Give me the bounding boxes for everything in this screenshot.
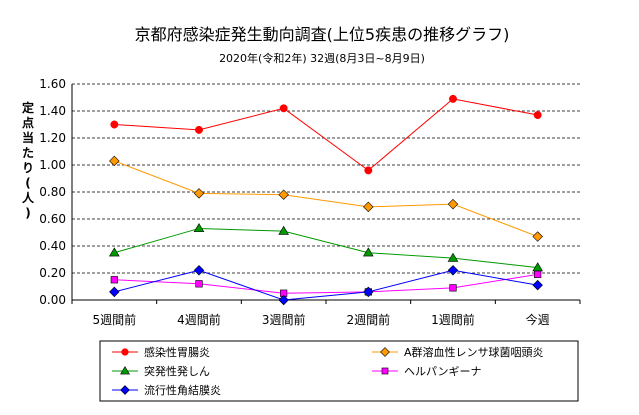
y-tick-label: 0.20 — [39, 266, 66, 280]
grid-lines — [72, 83, 580, 274]
x-tick-label: 2週間前 — [347, 312, 391, 327]
series-line — [114, 227, 538, 269]
y-axis-label-char: 当 — [22, 130, 34, 145]
data-point — [532, 231, 543, 242]
legend-item: ヘルパンギーナ — [372, 365, 482, 378]
series-line — [114, 273, 538, 294]
data-point — [533, 111, 542, 120]
data-point — [193, 223, 205, 233]
series-line — [114, 98, 538, 172]
data-point — [532, 279, 543, 291]
x-tick-label: 3週間前 — [262, 312, 306, 327]
legend-label: A群溶血性レンサ球菌咽頭炎 — [404, 345, 544, 359]
y-tick-label: 0.00 — [39, 293, 66, 307]
y-axis-label-char: た — [22, 146, 34, 160]
data-point — [363, 286, 374, 298]
y-axis-label-char: 点 — [22, 115, 34, 130]
x-tick-label: 4週間前 — [177, 312, 221, 327]
data-point — [279, 104, 288, 113]
legend-label: 突発性発しん — [144, 364, 210, 378]
data-point — [364, 166, 373, 175]
data-point — [447, 198, 459, 210]
data-point — [363, 247, 374, 257]
legend-marker — [120, 385, 130, 395]
y-tick-label: 0.40 — [39, 239, 66, 253]
data-point — [109, 247, 120, 257]
data-point — [534, 270, 542, 278]
legend-label: ヘルパンギーナ — [404, 365, 482, 378]
data-point — [110, 276, 118, 284]
y-tick-label: 1.40 — [39, 104, 66, 118]
legend-label: 流行性角結膜炎 — [144, 383, 221, 397]
data-point — [193, 265, 205, 276]
series-group — [109, 94, 543, 306]
y-axis-label-char: ) — [25, 206, 30, 220]
y-axis-label-char: ( — [25, 176, 30, 190]
data-point — [449, 284, 457, 292]
chart-subtitle: 2020年(令和2年) 32週(8月3日~8月9日) — [219, 51, 425, 65]
data-point — [109, 155, 120, 167]
legend-box — [99, 340, 579, 402]
data-point — [447, 252, 459, 262]
x-tick-label: 1週間前 — [431, 312, 475, 327]
legend-marker — [120, 366, 130, 375]
series-0 — [110, 94, 542, 175]
data-point — [447, 265, 459, 276]
data-point — [363, 201, 374, 213]
series-1 — [109, 155, 543, 242]
y-tick-label: 1.20 — [39, 131, 66, 145]
y-tick-label: 1.60 — [39, 77, 66, 91]
y-axis-label-char: 定 — [22, 100, 34, 115]
data-point — [195, 125, 203, 134]
y-tick-label: 1.00 — [39, 158, 66, 172]
data-point — [278, 225, 289, 235]
y-tick-label: 0.80 — [39, 185, 66, 199]
axes — [71, 84, 581, 304]
legend-marker — [380, 347, 390, 357]
legend-item: A群溶血性レンサ球菌咽頭炎 — [372, 345, 544, 359]
data-point — [195, 280, 203, 288]
series-line — [114, 160, 538, 238]
y-tick-labels: 0.00 0.20 0.40 0.60 0.80 1.00 1.20 1.40 1.60 — [39, 77, 66, 307]
x-tick-label: 5週間前 — [93, 312, 137, 327]
y-axis-label-char: り — [22, 161, 34, 175]
legend-marker — [121, 348, 129, 356]
x-tick-label: 今週 — [526, 312, 550, 327]
series-4 — [109, 265, 543, 306]
data-point — [193, 188, 205, 199]
data-point — [109, 286, 120, 298]
legend-label: 感染性胃腸炎 — [144, 345, 210, 359]
legend-item: 突発性発しん — [112, 364, 210, 378]
legend-item: 流行性角結膜炎 — [112, 383, 221, 397]
y-axis-label-char: 人 — [22, 190, 35, 205]
data-point — [278, 189, 289, 200]
legend-item: 感染性胃腸炎 — [112, 345, 210, 359]
series-line — [114, 269, 538, 301]
data-point — [278, 294, 289, 306]
chart-title: 京都府感染症発生動向調査(上位5疾患の推移グラフ) — [135, 25, 510, 44]
legend-marker — [381, 367, 389, 375]
x-tick-labels: 5週間前 4週間前 3週間前 2週間前 1週間前 今週 — [93, 312, 550, 327]
y-tick-label: 0.60 — [39, 212, 66, 226]
data-point — [110, 120, 119, 129]
series-2 — [109, 223, 543, 272]
data-point — [449, 94, 457, 103]
